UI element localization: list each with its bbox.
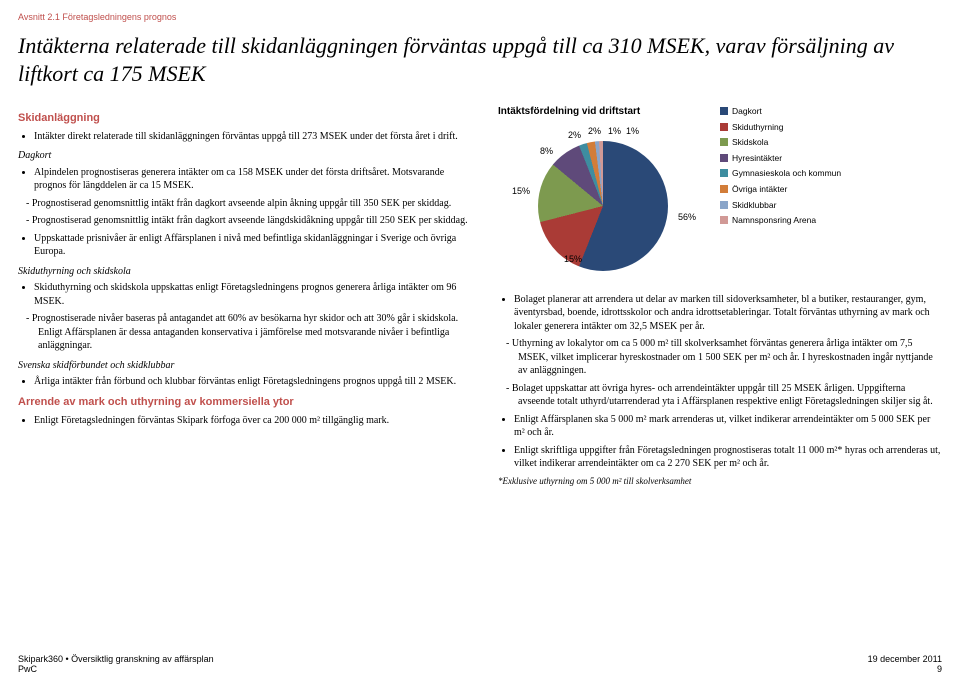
heading-svenska: Svenska skidförbundet och skidklubbar: [18, 359, 478, 373]
pie-chart: [538, 141, 668, 271]
footer-right: 19 december 2011 9: [868, 654, 942, 674]
footer-page: 9: [868, 664, 942, 674]
pie-slice-label: 2%: [588, 125, 601, 137]
footer-line1: Skipark360 • Översiktlig granskning av a…: [18, 654, 214, 664]
legend-swatch: [720, 107, 728, 115]
footer-date: 19 december 2011: [868, 654, 942, 664]
dash-bullet: Prognostiserade nivåer baseras på antaga…: [38, 312, 478, 353]
legend-item: Övriga intäkter: [720, 183, 841, 197]
bullet: Årliga intäkter från förbund och klubbar…: [34, 375, 478, 389]
legend-label: Namnsponsring Arena: [732, 214, 816, 228]
legend-item: Namnsponsring Arena: [720, 214, 841, 228]
dash-bullet: Bolaget uppskattar att övriga hyres- och…: [518, 382, 942, 409]
section-header: Avsnitt 2.1 Företagsledningens prognos: [18, 12, 942, 22]
right-column: Intäktsfördelning vid driftstart 2% 2% 1% 1…: [498, 105, 942, 487]
legend-label: Hyresintäkter: [732, 152, 782, 166]
dash-bullet: Uthyrning av lokalytor om ca 5 000 m² ti…: [518, 337, 942, 378]
legend-label: Dagkort: [732, 105, 762, 119]
chart-legend: Dagkort SkiduthyrningSkidskola Hyresintäkt…: [716, 105, 841, 283]
heading-arrende: Arrende av mark och uthyrning av kommers…: [18, 395, 478, 410]
legend-swatch: [720, 154, 728, 162]
legend-item: Skiduthyrning: [720, 121, 841, 135]
pie-slice-label: 56%: [678, 211, 696, 223]
legend-swatch: [720, 169, 728, 177]
legend-swatch: [720, 201, 728, 209]
legend-item: Hyresintäkter: [720, 152, 841, 166]
heading-skiduthyrning: Skiduthyrning och skidskola: [18, 265, 478, 279]
footer-line2: PwC: [18, 664, 214, 674]
pie-slice-label: 2%: [568, 129, 581, 141]
pie-slice-label: 8%: [540, 145, 553, 157]
legend-label: Skiduthyrning: [732, 121, 784, 135]
legend-label: Skidskola: [732, 136, 768, 150]
heading-dagkort: Dagkort: [18, 149, 478, 163]
bullet: Bolaget planerar att arrendera ut delar …: [514, 293, 942, 334]
left-column: Skidanläggning Intäkter direkt relaterad…: [18, 105, 478, 487]
pie-chart-area: Intäktsfördelning vid driftstart 2% 2% 1% 1…: [498, 105, 942, 283]
legend-swatch: [720, 123, 728, 131]
dash-bullet: Prognostiserad genomsnittlig intäkt från…: [38, 197, 478, 211]
page-title: Intäkterna relaterade till skidanläggnin…: [18, 32, 942, 87]
legend-label: Skidklubbar: [732, 199, 776, 213]
pie-chart-block: Intäktsfördelning vid driftstart 2% 2% 1% 1…: [498, 105, 708, 283]
pie-slice-label: 1%: [608, 125, 621, 137]
legend-item: Skidklubbar: [720, 199, 841, 213]
bullet: Enligt skriftliga uppgifter från Företag…: [514, 444, 942, 471]
legend-item: Skidskola: [720, 136, 841, 150]
chart-title: Intäktsfördelning vid driftstart: [498, 105, 708, 119]
footer: Skipark360 • Översiktlig granskning av a…: [18, 654, 942, 674]
pie-slice-label: 1%: [626, 125, 639, 137]
content-columns: Skidanläggning Intäkter direkt relaterad…: [18, 105, 942, 487]
footer-left: Skipark360 • Översiktlig granskning av a…: [18, 654, 214, 674]
pie-wrap: 2% 2% 1% 1% 8% 15% 15% 56%: [498, 123, 708, 283]
bullet: Enligt Företagsledningen förväntas Skipa…: [34, 414, 478, 428]
bullet: Uppskattade prisnivåer är enligt Affärsp…: [34, 232, 478, 259]
pie-slice-label: 15%: [564, 253, 582, 265]
bullet: Skiduthyrning och skidskola uppskattas e…: [34, 281, 478, 308]
legend-item: Gymnasieskola och kommun: [720, 167, 841, 181]
legend-swatch: [720, 216, 728, 224]
heading-skidanlaggning: Skidanläggning: [18, 111, 478, 126]
legend-swatch: [720, 138, 728, 146]
legend-swatch: [720, 185, 728, 193]
legend-item: Dagkort: [720, 105, 841, 119]
legend-label: Gymnasieskola och kommun: [732, 167, 841, 181]
pie-slice-label: 15%: [512, 185, 530, 197]
footnote: *Exklusive uthyrning om 5 000 m² till sk…: [498, 475, 942, 487]
bullet: Alpindelen prognostiseras generera intäk…: [34, 166, 478, 193]
legend-label: Övriga intäkter: [732, 183, 787, 197]
dash-bullet: Prognostiserad genomsnittlig intäkt från…: [38, 214, 478, 228]
bullet: Intäkter direkt relaterade till skidanlä…: [34, 130, 478, 144]
bullet: Enligt Affärsplanen ska 5 000 m² mark ar…: [514, 413, 942, 440]
